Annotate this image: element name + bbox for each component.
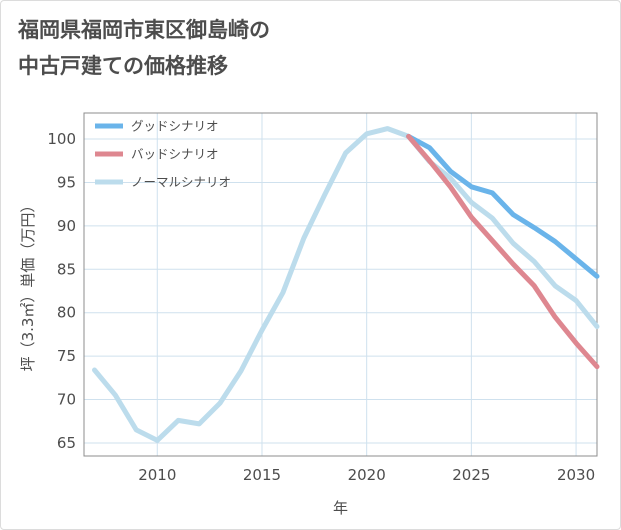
tick-labels: 65 70 75 80 85 90 95 100 2010 2015 2020 2025 2030 [47,130,595,484]
plot-area [83,112,598,457]
y-tick-label: 90 [57,217,76,235]
y-tick-label: 100 [47,130,76,148]
series-line-2 [92,126,600,443]
y-tick-label: 85 [57,260,76,278]
y-tick-label: 95 [57,173,76,191]
x-tick-label: 2015 [243,466,281,484]
chart-title-line-1: 福岡県福岡市東区御島崎の [18,18,270,42]
y-tick-label: 75 [57,347,76,365]
x-tick-label: 2010 [138,466,176,484]
y-tick-label: 80 [57,304,76,322]
y-tick-label: 65 [57,434,76,452]
x-axis-label: 年 [333,499,348,517]
series-line-1 [406,133,600,370]
legend-label: グッドシナリオ [131,119,219,134]
x-tick-label: 2020 [348,466,386,484]
series-line-0 [406,133,600,279]
y-axis-label: 坪（3.3㎡）単価（万円） [19,198,37,372]
legend-label: バッドシナリオ [131,147,219,162]
x-tick-label: 2025 [452,466,490,484]
grid [84,113,597,456]
x-tick-label: 2030 [557,466,595,484]
chart-title-line-2: 中古戸建ての価格推移 [18,54,228,78]
series-lines [92,126,600,443]
y-tick-label: 70 [57,391,76,409]
chart-title: 福岡県福岡市東区御島崎の 中古戸建ての価格推移 [18,12,538,84]
legend-label: ノーマルシナリオ [131,175,231,190]
